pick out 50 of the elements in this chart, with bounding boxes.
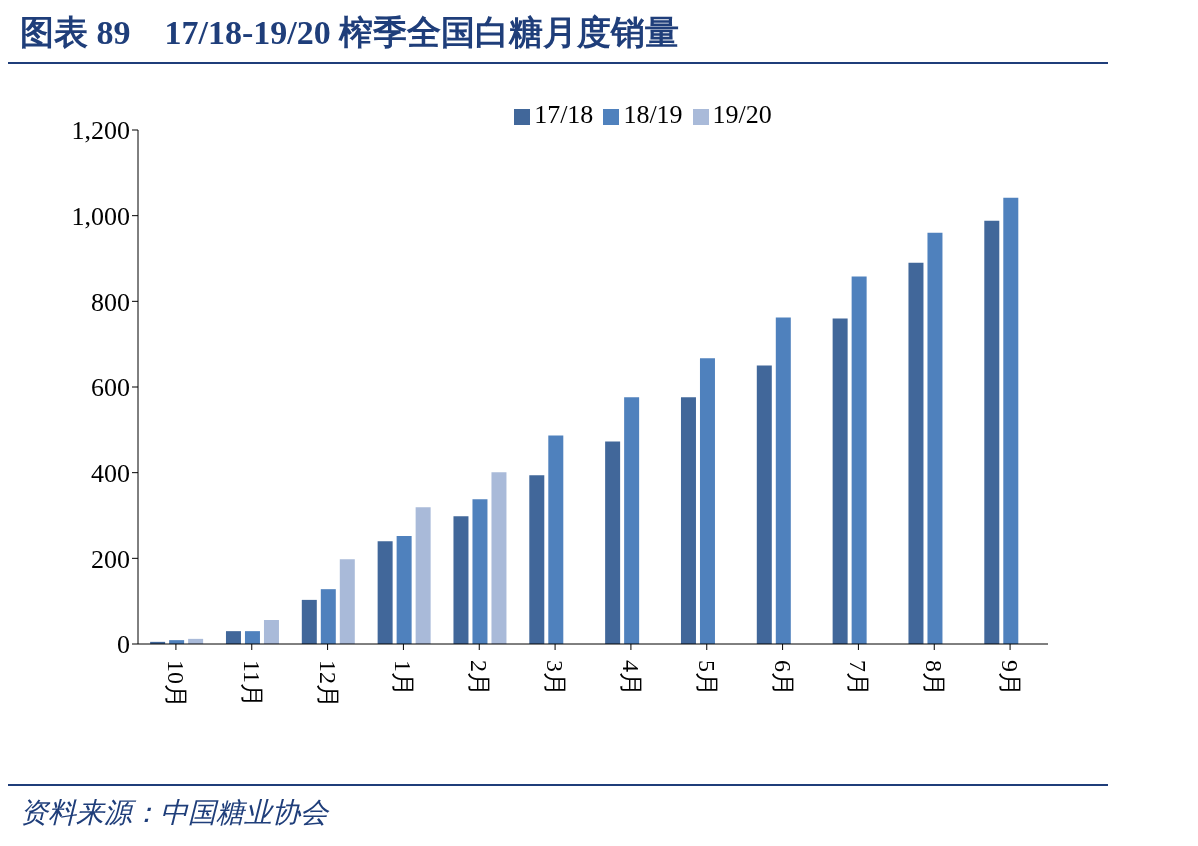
x-tick-label: 7月 bbox=[845, 660, 872, 696]
bar bbox=[263, 620, 279, 644]
bar bbox=[756, 365, 772, 644]
bar bbox=[301, 599, 317, 644]
bar bbox=[244, 631, 260, 644]
x-tick-label: 3月 bbox=[542, 660, 569, 696]
bar bbox=[491, 472, 507, 644]
legend-label: 18/19 bbox=[623, 100, 683, 129]
y-tick-label: 0 bbox=[117, 630, 130, 660]
y-tick-label: 200 bbox=[91, 544, 130, 574]
legend-label: 17/18 bbox=[534, 100, 594, 129]
bar bbox=[680, 397, 696, 644]
bar bbox=[775, 317, 791, 644]
text: 资料来源：中国糖业协会 bbox=[20, 796, 330, 830]
bar bbox=[624, 397, 640, 644]
y-tick-label: 600 bbox=[91, 373, 130, 403]
bar bbox=[377, 541, 393, 644]
y-tick-label: 1,000 bbox=[71, 201, 130, 231]
bar bbox=[605, 441, 621, 644]
bar bbox=[832, 318, 848, 644]
bar bbox=[320, 589, 336, 644]
chart-title: 图表 89 17/18-19/20 榨季全国白糖月度销量 bbox=[8, 8, 1108, 64]
bar bbox=[453, 516, 469, 644]
y-tick-label: 1,200 bbox=[71, 116, 130, 146]
bar bbox=[908, 262, 924, 644]
y-tick-label: 400 bbox=[91, 458, 130, 488]
bar bbox=[699, 358, 715, 644]
x-tick-label: 5月 bbox=[693, 660, 720, 696]
x-tick-label: 9月 bbox=[997, 660, 1024, 696]
bar bbox=[851, 276, 867, 644]
x-tick-label: 2月 bbox=[466, 660, 493, 696]
bar bbox=[1003, 197, 1019, 644]
bar bbox=[415, 507, 431, 644]
bar bbox=[927, 232, 943, 644]
legend-label: 19/20 bbox=[712, 100, 772, 129]
bar bbox=[548, 435, 564, 644]
x-tick-label: 6月 bbox=[769, 660, 796, 696]
x-tick-label: 11月 bbox=[238, 660, 265, 708]
bar bbox=[529, 475, 545, 644]
x-tick-label: 10月 bbox=[162, 660, 189, 708]
x-tick-label: 4月 bbox=[617, 660, 644, 696]
x-tick-label: 12月 bbox=[314, 660, 341, 708]
bar bbox=[339, 559, 355, 644]
bar bbox=[472, 499, 488, 644]
bar bbox=[396, 536, 412, 644]
bar bbox=[984, 220, 1000, 644]
y-tick-label: 800 bbox=[91, 287, 130, 317]
bar bbox=[225, 631, 241, 644]
x-tick-label: 1月 bbox=[390, 660, 417, 696]
x-tick-label: 8月 bbox=[921, 660, 948, 696]
